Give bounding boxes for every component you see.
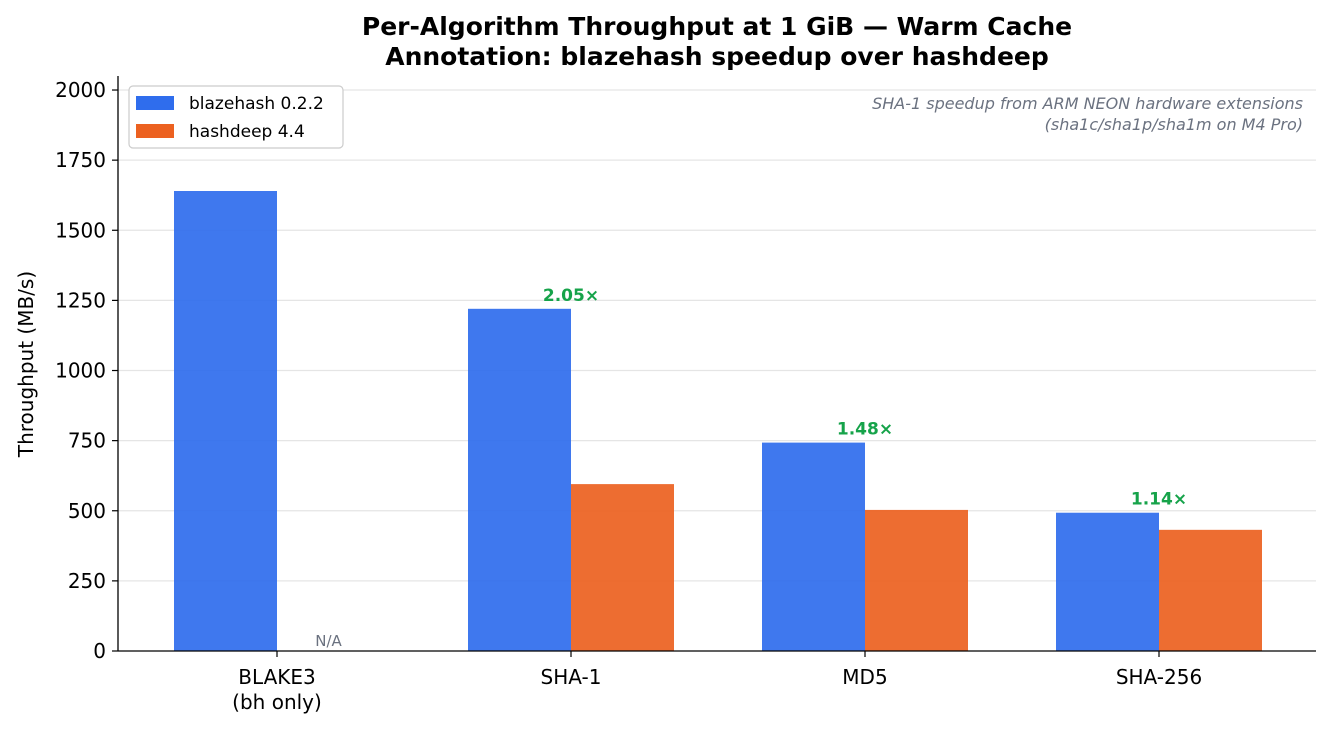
legend-swatch bbox=[136, 124, 174, 138]
y-tick-label: 250 bbox=[68, 569, 106, 593]
y-tick-label: 1500 bbox=[55, 218, 106, 242]
x-tick-label: SHA-1 bbox=[541, 665, 602, 689]
x-tick-label: SHA-256 bbox=[1116, 665, 1202, 689]
bar-blazehash bbox=[174, 191, 277, 651]
y-tick-label: 1000 bbox=[55, 359, 106, 383]
y-axis-label: Throughput (MB/s) bbox=[14, 271, 38, 458]
speedup-label: 1.48× bbox=[837, 420, 893, 440]
bar-hashdeep bbox=[571, 484, 674, 651]
legend-swatch bbox=[136, 96, 174, 110]
note-line-2: (sha1c/sha1p/sha1m on M4 Pro) bbox=[1045, 115, 1303, 134]
legend-box bbox=[128, 85, 344, 149]
note-line-1: SHA-1 speedup from ARM NEON hardware ext… bbox=[872, 94, 1303, 113]
x-tick-label: MD5 bbox=[842, 665, 887, 689]
bar-blazehash bbox=[762, 442, 865, 651]
legend: blazehash 0.2.2 hashdeep 4.4 bbox=[128, 85, 344, 149]
missing-value-label: N/A bbox=[315, 632, 342, 650]
y-tick-label: 1250 bbox=[55, 288, 106, 312]
legend-label: hashdeep 4.4 bbox=[189, 122, 305, 142]
bar-blazehash bbox=[1056, 512, 1159, 651]
bar-hashdeep bbox=[865, 509, 968, 651]
x-tick-label: BLAKE3 bbox=[238, 665, 315, 689]
bar-hashdeep bbox=[1159, 529, 1262, 651]
bar-blazehash bbox=[468, 308, 571, 651]
speedup-label: 2.05× bbox=[543, 286, 599, 306]
speedup-label: 1.14× bbox=[1131, 490, 1187, 510]
y-tick-label: 500 bbox=[68, 499, 106, 523]
y-tick-label: 1750 bbox=[55, 148, 106, 172]
legend-label: blazehash 0.2.2 bbox=[189, 94, 324, 114]
y-tick-label: 750 bbox=[68, 429, 106, 453]
x-tick-label: (bh only) bbox=[232, 690, 322, 714]
chart-subtitle: Annotation: blazehash speedup over hashd… bbox=[385, 42, 1049, 71]
chart-title: Per-Algorithm Throughput at 1 GiB — Warm… bbox=[362, 12, 1072, 41]
y-tick-label: 2000 bbox=[55, 78, 106, 102]
y-tick-label: 0 bbox=[93, 639, 106, 663]
